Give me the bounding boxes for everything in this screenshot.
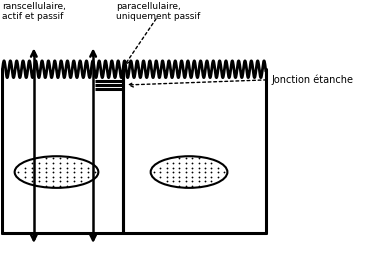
- Text: ranscellulaire,
actif et passif: ranscellulaire, actif et passif: [3, 2, 66, 21]
- Text: paracellulaire,
uniquement passif: paracellulaire, uniquement passif: [116, 2, 200, 21]
- Text: Jonction étanche: Jonction étanche: [271, 74, 353, 85]
